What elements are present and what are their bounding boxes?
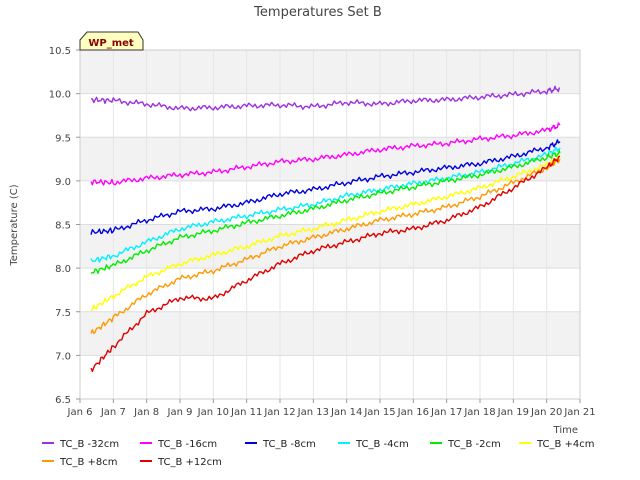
x-tick-label: Jan 17 — [430, 407, 462, 418]
y-tick-label: 7.0 — [55, 351, 71, 362]
y-tick-label: 7.5 — [55, 308, 71, 319]
x-tick-label: Jan 12 — [263, 407, 295, 418]
legend-label: TC_B +8cm — [59, 457, 118, 468]
y-axis-ticks: 6.5 7.0 7.5 8.0 8.5 9.0 9.5 10.0 10.5 — [49, 46, 80, 406]
y-tick-label: 9.5 — [55, 133, 71, 144]
y-tick-label: 9.0 — [55, 177, 71, 188]
background-band — [80, 355, 580, 399]
legend-label: TC_B -4cm — [355, 439, 409, 450]
legend-item: TC_B -16cm — [140, 439, 217, 450]
site-badge-label: WP_met — [88, 38, 134, 49]
x-tick-label: Jan 19 — [497, 407, 529, 418]
y-tick-label: 10.5 — [49, 46, 71, 57]
series-line-tc-b-8cm — [90, 139, 561, 235]
x-tick-label: Jan 11 — [230, 407, 262, 418]
legend-item: TC_B +8cm — [42, 457, 118, 468]
legend-label: TC_B -2cm — [447, 439, 501, 450]
x-tick-label: Jan 6 — [67, 407, 93, 418]
y-tick-label: 8.5 — [55, 221, 71, 232]
y-axis-label: Temperature (C) — [9, 184, 20, 266]
legend-item: TC_B +4cm — [519, 439, 595, 450]
chart-title: Temperatures Set B — [253, 5, 382, 20]
series-line-tc-b-4cm — [90, 146, 561, 263]
legend-item: TC_B -4cm — [338, 439, 409, 450]
legend: TC_B -32cm TC_B -16cm TC_B -8cm TC_B -4cm TC… — [42, 439, 595, 468]
background-band — [80, 311, 580, 356]
background-band — [80, 93, 580, 138]
legend-label: TC_B +12cm — [157, 457, 222, 468]
x-tick-label: Jan 7 — [100, 407, 126, 418]
legend-label: TC_B -16cm — [157, 439, 217, 450]
x-axis-label: Time — [553, 425, 578, 436]
series-line-tc-b-16cm — [90, 122, 561, 186]
y-tick-label: 8.0 — [55, 264, 71, 275]
legend-label: TC_B -8cm — [262, 439, 316, 450]
background-band — [80, 180, 580, 225]
series-line-tc-b-8cm — [90, 158, 561, 335]
legend-item: TC_B -32cm — [42, 439, 119, 450]
series-line-tc-b-2cm — [90, 150, 561, 274]
series-layer — [90, 85, 561, 373]
x-tick-label: Jan 15 — [363, 407, 395, 418]
background-band — [80, 268, 580, 312]
x-tick-label: Jan 14 — [330, 407, 362, 418]
site-badge: WP_met — [79, 31, 144, 51]
legend-label: TC_B +4cm — [536, 439, 595, 450]
legend-label: TC_B -32cm — [59, 439, 119, 450]
y-tick-label: 6.5 — [55, 395, 71, 406]
series-line-tc-b-32cm — [91, 85, 561, 112]
site-badge-shape — [79, 31, 144, 51]
x-tick-label: Jan 13 — [297, 407, 329, 418]
x-tick-label: Jan 10 — [197, 407, 229, 418]
x-tick-label: Jan 9 — [167, 407, 193, 418]
x-axis-ticks: Jan 6 Jan 7 Jan 8 Jan 9 Jan 10 Jan 11 Jan 12 Ja… — [67, 399, 596, 418]
legend-item: TC_B +12cm — [140, 457, 222, 468]
series-line-tc-b-4cm — [90, 154, 561, 312]
legend-item: TC_B -8cm — [245, 439, 316, 450]
x-tick-label: Jan 20 — [530, 407, 562, 418]
x-tick-label: Jan 18 — [463, 407, 495, 418]
background-band — [80, 50, 580, 94]
x-tick-label: Jan 16 — [397, 407, 429, 418]
x-tick-label: Jan 8 — [133, 407, 159, 418]
legend-item: TC_B -2cm — [430, 439, 501, 450]
y-tick-label: 10.0 — [49, 90, 71, 101]
series-line-tc-b-12cm — [90, 155, 560, 373]
x-tick-label: Jan 21 — [563, 407, 595, 418]
